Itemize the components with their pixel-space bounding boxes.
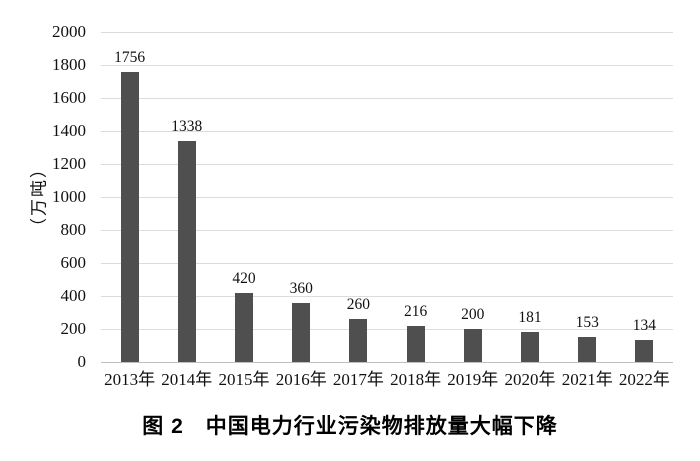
bar-value-label: 181: [518, 309, 542, 327]
bar-2014年: [177, 141, 196, 362]
x-tick-label: 2014年: [161, 370, 213, 389]
bar-2017年: [349, 319, 368, 362]
bar-value-label: 360: [289, 279, 313, 297]
bar-2013年: [120, 72, 139, 362]
x-tick-label: 2016年: [275, 370, 327, 389]
bar-2020年: [521, 332, 539, 362]
x-tick-label: 2013年: [104, 370, 156, 389]
x-tick-label: 2019年: [447, 370, 499, 389]
x-tick-label: 2020年: [504, 370, 556, 389]
figure-caption: 图 2 中国电力行业污染物排放量大幅下降: [142, 415, 558, 438]
bar-value-label: 1338: [171, 118, 203, 136]
bar-value-label: 200: [461, 306, 485, 323]
bar-value-label: 153: [575, 313, 599, 331]
x-tick-label: 2022年: [618, 370, 670, 389]
y-tick-label: 1000: [52, 187, 86, 206]
y-tick-label: 2000: [52, 22, 86, 41]
gridline: [101, 97, 673, 99]
gridline: [101, 130, 673, 132]
bar-value-label: 1756: [114, 49, 146, 67]
y-tick-label: 0: [77, 352, 87, 371]
gridline: [101, 196, 673, 198]
bar-2019年: [463, 329, 482, 362]
bar-2018年: [406, 326, 425, 362]
plot-area: 1756 1338 420 360 260 216 200 181 153 134: [101, 31, 673, 363]
y-tick-label: 200: [60, 319, 87, 338]
x-tick-label: 2015年: [218, 370, 270, 389]
y-tick-label: 800: [60, 220, 87, 239]
x-axis-line: [101, 361, 673, 363]
bar-value-label: 216: [403, 303, 428, 321]
gridline: [101, 328, 673, 330]
y-tick-label: 1400: [52, 121, 86, 140]
bar-value-label: 420: [232, 269, 256, 287]
y-tick-label: 1800: [52, 55, 86, 74]
bar-2021年: [578, 336, 597, 362]
y-tick-label: 600: [60, 253, 87, 272]
gridline: [101, 31, 673, 33]
gridline: [101, 229, 673, 231]
bar-2015年: [235, 292, 253, 362]
gridline: [101, 295, 673, 297]
gridline: [101, 262, 673, 264]
y-tick-label: 400: [60, 286, 87, 305]
gridline: [101, 163, 673, 165]
y-tick-label: 1200: [52, 154, 86, 173]
bar-value-label: 260: [346, 296, 371, 314]
bar-2016年: [292, 302, 311, 362]
x-tick-label: 2018年: [390, 370, 442, 389]
x-tick-label: 2021年: [561, 370, 613, 389]
bar-value-label: 134: [632, 316, 657, 334]
gridline: [101, 64, 673, 66]
x-tick-label: 2017年: [332, 370, 384, 389]
y-tick-label: 1600: [52, 88, 86, 107]
bar-2022年: [635, 339, 654, 362]
